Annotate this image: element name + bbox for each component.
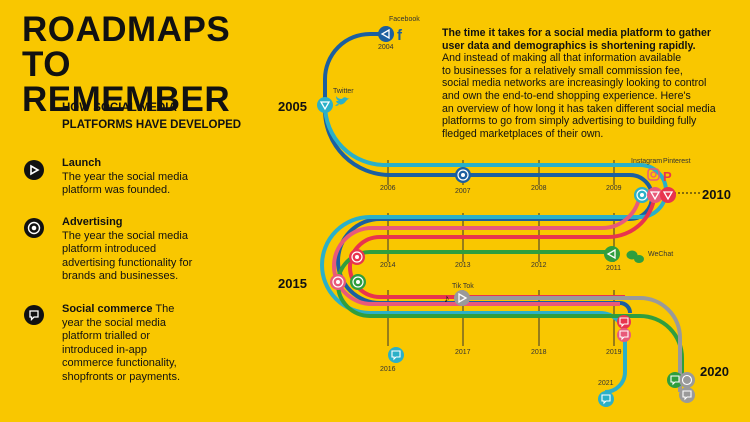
year-2014: 2014 — [380, 262, 396, 269]
year-2008: 2008 — [531, 185, 547, 192]
legend-launch-title: Launch — [62, 157, 102, 169]
facebook-launch-marker — [378, 26, 394, 42]
intro-lead-line: user data and demographics is shortening… — [442, 39, 696, 52]
legend-social-commerce: Social commerce The year the social medi… — [62, 303, 212, 384]
tiktok-label: Tik Tok — [452, 283, 474, 290]
legend-advertising-desc: platform introduced — [62, 243, 157, 255]
year-2021: 2021 — [598, 380, 614, 387]
advertising-icon — [24, 218, 44, 238]
wechat-track — [336, 250, 684, 378]
legend-social-commerce-title: Social commerce — [62, 303, 153, 315]
instagram-label: Instagram — [631, 158, 663, 165]
intro-body-line: fledged marketplaces of their own. — [442, 127, 604, 140]
pinterest-commerce-marker — [617, 315, 631, 329]
intro-body-line: an overview of how long it has taken dif… — [442, 102, 716, 115]
twitter-icon — [335, 96, 350, 106]
tiktok-track — [463, 296, 682, 392]
twitter-launch-marker — [317, 97, 333, 113]
legend-advertising: Advertising The year the social media pl… — [62, 216, 212, 284]
wechat-label: WeChat — [648, 251, 674, 258]
launch-icon — [24, 160, 44, 180]
legend-social-commerce-desc: platform trialled or — [62, 330, 151, 342]
year-2004: 2004 — [378, 44, 394, 51]
intro-body-line: and own the end-to-end shopping experien… — [442, 89, 691, 102]
year-2009: 2009 — [606, 185, 622, 192]
year-2012: 2012 — [531, 262, 547, 269]
pinterest-launch-marker — [660, 187, 676, 203]
intro-body: And instead of making all that informati… — [442, 52, 742, 140]
intro-body-line: And instead of making all that informati… — [442, 52, 682, 65]
events — [317, 26, 695, 407]
twitter-track — [320, 104, 668, 355]
intro-text: The time it takes for a social media pla… — [442, 27, 742, 140]
legend-advertising-desc: The year the social media — [62, 229, 188, 242]
year-2005: 2005 — [278, 99, 307, 114]
tiktok-icon: ♪ — [444, 293, 450, 305]
instagram-launch-marker — [647, 187, 663, 203]
year-2017: 2017 — [455, 349, 471, 356]
pinterest-label: Pinterest — [663, 158, 691, 165]
twitter-label: Twitter — [333, 88, 354, 95]
instagram-commerce-marker — [617, 328, 631, 342]
intro-body-line: to businesses for a relatively small com… — [442, 64, 683, 77]
facebook-track — [323, 32, 654, 314]
wechat-icon — [626, 250, 644, 263]
year-2010: 2010 — [702, 187, 731, 202]
year-2018: 2018 — [531, 349, 547, 356]
tiktok-launch-marker — [454, 290, 470, 306]
legend-social-commerce-desc: shopfronts or payments. — [62, 370, 181, 383]
legend-launch-desc: The year the social media — [62, 170, 188, 183]
wechat-launch-marker — [604, 246, 620, 262]
tiktok-commerce-marker — [679, 387, 695, 403]
year-2016: 2016 — [380, 366, 396, 373]
year-2011: 2011 — [606, 265, 622, 272]
legend-launch: Launch The year the social media platfor… — [62, 157, 212, 198]
tiktok-advertising-marker — [679, 372, 695, 388]
subtitle-line-1: HOW SOCIAL MEDIA — [62, 102, 177, 114]
year-2013: 2013 — [455, 262, 471, 269]
title-line-1: ROADMAPS — [22, 10, 231, 49]
intro-lead-line: The time it takes for a social media pla… — [442, 27, 712, 39]
twitter-2021-commerce-marker — [598, 391, 614, 407]
legend-social-commerce-desc: commerce functionality, — [62, 357, 177, 369]
title-line-2: TO REMEMBER — [22, 45, 231, 119]
year-2007: 2007 — [455, 188, 471, 195]
year-2020: 2020 — [700, 364, 729, 379]
social-commerce-icon — [24, 305, 44, 325]
legend-advertising-title: Advertising — [62, 216, 123, 228]
subtitle-line-2: PLATFORMS HAVE DEVELOPED — [62, 119, 242, 131]
year-2019: 2019 — [606, 349, 622, 356]
intro-body-line: platforms to go from simply advertising … — [442, 115, 697, 128]
twitter-commerce-marker — [388, 347, 404, 363]
year-2015: 2015 — [278, 276, 307, 291]
facebook-icon: f — [397, 27, 403, 44]
year-2006: 2006 — [380, 185, 396, 192]
facebook-label: Facebook — [389, 16, 420, 23]
intro-lead: The time it takes for a social media pla… — [442, 27, 742, 52]
legend-social-commerce-desc: introduced in-app — [62, 343, 148, 356]
pinterest-icon: P — [663, 169, 672, 184]
page-title: ROADMAPS TO REMEMBER — [22, 12, 272, 117]
subtitle: HOW SOCIAL MEDIA PLATFORMS HAVE DEVELOPE… — [62, 100, 262, 134]
legend-advertising-desc: advertising functionality for — [62, 256, 193, 269]
legend-advertising-desc: brands and businesses. — [62, 270, 179, 282]
pinterest-track — [348, 189, 657, 299]
instagram-icon — [647, 168, 660, 181]
legend-social-commerce-desc: The — [152, 303, 175, 315]
intro-body-line: social media networks are increasingly l… — [442, 77, 707, 90]
legend-launch-desc: platform was founded. — [62, 184, 171, 196]
legend-social-commerce-desc: year the social media — [62, 316, 166, 329]
instagram-track — [332, 189, 642, 306]
